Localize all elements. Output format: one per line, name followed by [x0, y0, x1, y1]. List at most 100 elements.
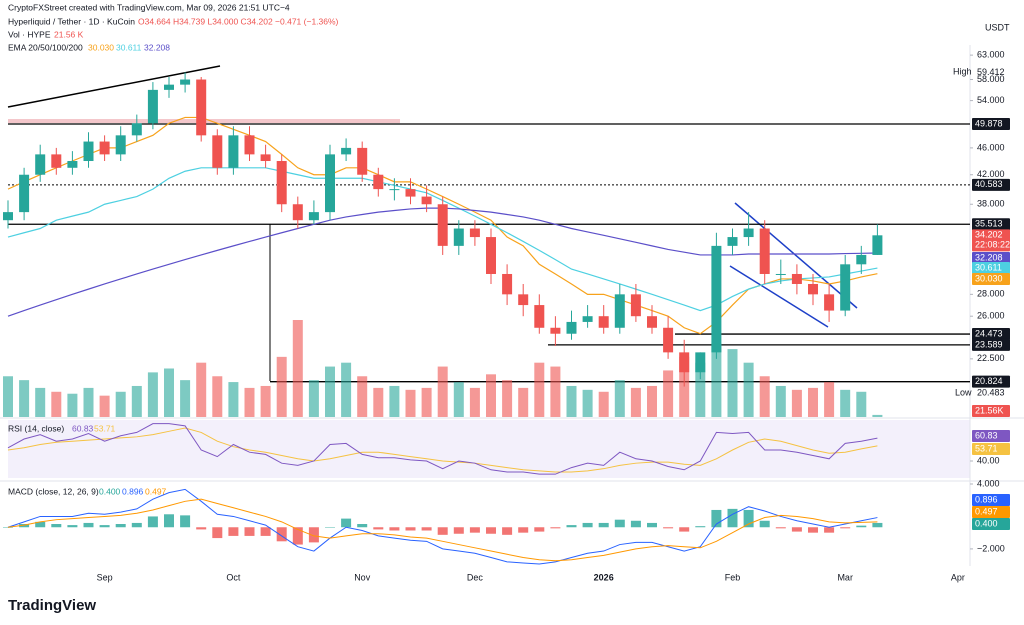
volume-bar [550, 366, 561, 417]
ema-badge-bg [972, 262, 1010, 274]
macd-hist-value: 0.400 [99, 486, 121, 496]
macd-hist-bar [679, 527, 690, 532]
candle-body [115, 135, 126, 155]
candle-body [486, 237, 496, 274]
macd-hist-bar [647, 522, 657, 528]
channel-line [734, 202, 858, 309]
rsi-badge: 60.83 [975, 430, 998, 440]
macd-hist-bar [856, 525, 867, 528]
ema-badge: 30.030 [975, 273, 1003, 283]
macd-hist-bar [453, 527, 464, 534]
volume-bar [147, 372, 158, 417]
volume-badge-bg [972, 405, 1010, 417]
volume-bar [663, 370, 674, 417]
rsi-signal-badge: 53.71 [975, 443, 998, 453]
rsi-value: 60.83 [72, 423, 94, 433]
macd-hist-bar [164, 514, 174, 528]
volume-bar [164, 368, 174, 417]
y-tick-label: 46.000 [977, 142, 1005, 152]
volume-bar [67, 393, 78, 417]
level-badge-bg [972, 118, 1010, 131]
macd-hist-bar [775, 527, 786, 529]
volume-bar [598, 391, 609, 417]
low-value: 20.483 [977, 387, 1005, 397]
volume-bar [679, 356, 690, 417]
candle-body [518, 294, 529, 306]
candle-body [872, 235, 883, 255]
volume-bar [759, 376, 770, 417]
volume-bar [582, 389, 593, 417]
candle-body [534, 305, 545, 328]
volume-bar [711, 343, 722, 417]
level-badge: 35.513 [975, 219, 1003, 229]
volume-bar [856, 391, 867, 417]
candle-body [212, 135, 223, 168]
y-tick-label: 28.000 [977, 289, 1005, 299]
candle-body [147, 89, 158, 124]
current-badge-bg [972, 229, 1010, 252]
macd-hist-bar [614, 519, 625, 528]
volume-bar [196, 362, 207, 417]
level-badge: 49.878 [975, 118, 1003, 128]
logo: TradingView [8, 597, 96, 614]
macd-title: MACD (close, 12, 26, 9) [8, 486, 99, 496]
macd-hist-bar [308, 527, 319, 543]
candle-body [711, 245, 722, 353]
macd-hist-bar [663, 527, 674, 529]
macd-hist-bar [824, 527, 835, 533]
candle-body [19, 174, 30, 213]
volume-bar [244, 387, 255, 417]
candle-body [3, 212, 13, 221]
volume-bar [212, 376, 223, 417]
macd-hist-bar [228, 527, 239, 536]
macd-hist-bar [357, 524, 368, 528]
level-badge-bg [972, 375, 1010, 388]
current-badge: 34.202 [975, 230, 1003, 240]
volume-bar [469, 387, 480, 417]
volume-bar [453, 382, 464, 417]
y-tick-label: 58.000 [977, 74, 1005, 84]
ema-value: 30.611 [116, 42, 142, 52]
macd-badge: 0.896 [975, 494, 998, 504]
ema-badge-bg [972, 273, 1010, 285]
x-tick-label: Feb [725, 572, 741, 582]
candle-body [131, 123, 142, 136]
volume-bar [647, 385, 657, 417]
volume-bar [180, 380, 191, 417]
volume-bar [357, 376, 368, 417]
x-tick-label: Mar [837, 572, 853, 582]
macd-hist-bar [469, 527, 480, 533]
volume-bar [840, 389, 851, 417]
volume-bar [292, 320, 303, 417]
candle-body [663, 327, 674, 353]
x-tick-label: Nov [354, 572, 371, 582]
candle-body [389, 189, 400, 191]
macd-hist-bar [131, 522, 142, 528]
high-value: 59.412 [977, 67, 1005, 77]
candle-body [550, 327, 561, 334]
candle-body [630, 294, 641, 317]
macd-hist-bar [212, 527, 223, 539]
volume-badge: 21.56K [975, 405, 1004, 415]
candle-body [743, 228, 754, 238]
candle-body [727, 237, 738, 246]
level-badge-bg [972, 178, 1010, 191]
volume-bar [99, 395, 110, 417]
volume-bar [260, 385, 271, 417]
candle-body [341, 147, 352, 155]
macd-badge-bg [972, 506, 1010, 518]
macd-badge: 0.400 [975, 518, 998, 528]
macd-hist-bar [292, 527, 303, 545]
candle-body [582, 316, 593, 322]
macd-signal-value: 0.497 [145, 486, 167, 496]
candle-body [453, 228, 464, 246]
macd-hist-bar [147, 516, 158, 528]
rsi-signal-value: 53.71 [94, 423, 116, 433]
ema-badge: 30.611 [975, 262, 1002, 272]
currency: USDT [985, 22, 1010, 32]
high-label: High [953, 66, 972, 76]
y-tick-label: 26.000 [977, 311, 1005, 321]
macd-hist-bar [389, 527, 400, 531]
channel-line [729, 265, 829, 328]
candle-body [67, 161, 78, 168]
